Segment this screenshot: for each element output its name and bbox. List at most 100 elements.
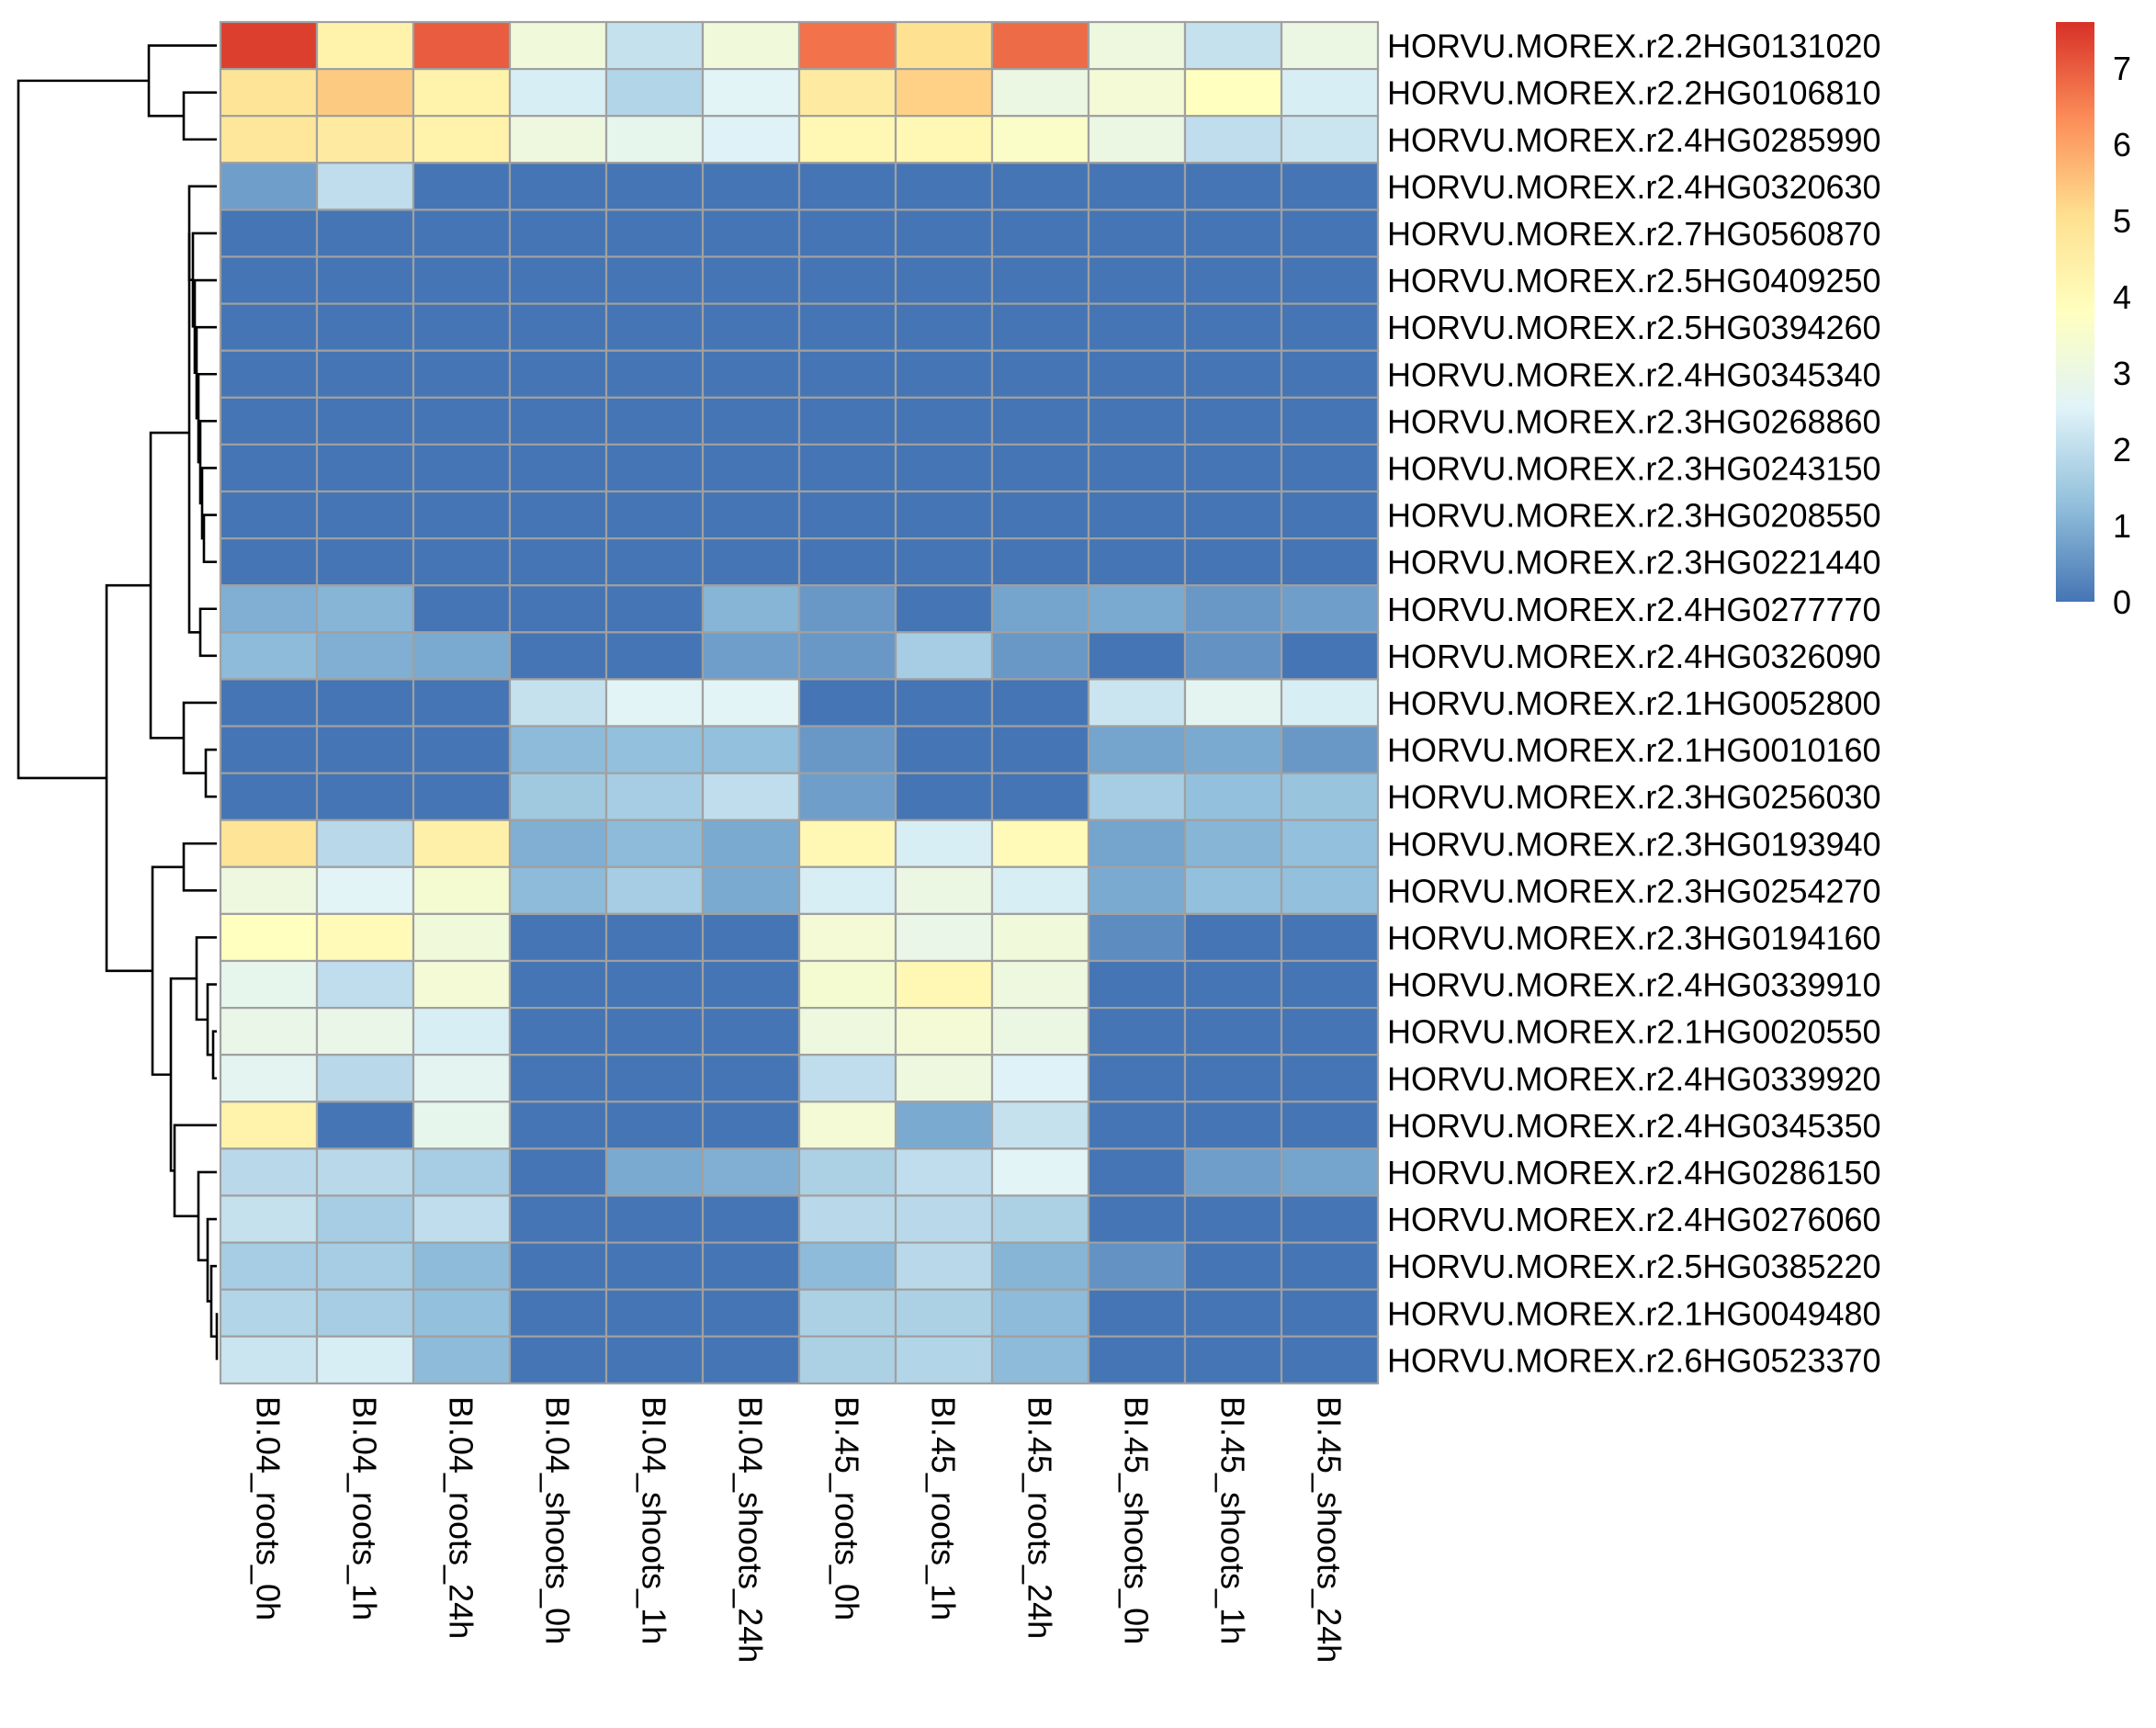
row-label: HORVU.MOREX.r2.1HG0010160: [1387, 731, 1881, 769]
heatmap-cell: [1280, 819, 1380, 868]
heatmap-cell: [1183, 725, 1283, 774]
heatmap-cell: [219, 396, 319, 446]
heatmap-cell: [412, 1335, 512, 1385]
heatmap-cell: [604, 1335, 705, 1385]
heatmap-cell: [990, 959, 1090, 1010]
heatmap-cell: [219, 1006, 319, 1056]
heatmap-cell: [508, 1335, 608, 1385]
heatmap-cell: [1183, 1054, 1283, 1103]
heatmap-cell: [219, 1241, 319, 1291]
heatmap-cell: [1280, 396, 1380, 446]
heatmap-cell: [797, 1101, 897, 1150]
heatmap-cell: [1280, 1194, 1380, 1244]
column-label: BI.45_shoots_24h: [1311, 1396, 1349, 1663]
heatmap-cell: [797, 1335, 897, 1385]
heatmap-cell: [701, 678, 801, 728]
heatmap-cell: [412, 912, 512, 963]
column-label: BI.04_shoots_0h: [539, 1396, 577, 1644]
heatmap-cell: [315, 1101, 415, 1150]
heatmap-cell: [701, 536, 801, 587]
heatmap-cell: [701, 349, 801, 399]
heatmap-cell: [797, 631, 897, 681]
heatmap-cell: [604, 819, 705, 868]
heatmap-cell: [1280, 443, 1380, 493]
heatmap-cell: [604, 1054, 705, 1103]
heatmap-cell: [1280, 631, 1380, 681]
heatmap-cell: [412, 349, 512, 399]
column-label: BI.45_roots_1h: [925, 1396, 963, 1621]
heatmap-cell: [1087, 20, 1187, 71]
heatmap-cell: [1087, 819, 1187, 868]
heatmap-cell: [990, 772, 1090, 821]
row-label: HORVU.MOREX.r2.4HG0339910: [1387, 966, 1881, 1004]
column-label: BI.04_roots_0h: [250, 1396, 288, 1621]
heatmap-cell: [894, 678, 994, 728]
heatmap-cell: [1280, 1054, 1380, 1103]
heatmap-cell: [315, 302, 415, 352]
legend-tick-label: 3: [2113, 355, 2131, 392]
row-label: HORVU.MOREX.r2.3HG0254270: [1387, 872, 1881, 909]
heatmap-cell: [219, 1101, 319, 1150]
heatmap-cell: [508, 1194, 608, 1244]
row-label: HORVU.MOREX.r2.4HG0277770: [1387, 591, 1881, 628]
heatmap-cell: [990, 20, 1090, 71]
row-label: HORVU.MOREX.r2.1HG0052800: [1387, 684, 1881, 722]
heatmap-cell: [315, 1288, 415, 1338]
heatmap-cell: [797, 1006, 897, 1056]
heatmap-cell: [604, 255, 705, 305]
row-label: HORVU.MOREX.r2.3HG0256030: [1387, 778, 1881, 816]
heatmap-cell: [894, 1241, 994, 1291]
heatmap-cell: [604, 1241, 705, 1291]
heatmap-cell: [797, 1054, 897, 1103]
column-label: BI.45_roots_0h: [829, 1396, 866, 1621]
heatmap-cell: [604, 959, 705, 1010]
heatmap-cell: [894, 115, 994, 164]
heatmap-cell: [701, 1288, 801, 1338]
heatmap-cell: [990, 1241, 1090, 1291]
heatmap-cell: [894, 865, 994, 915]
heatmap-cell: [797, 865, 897, 915]
column-label: BI.45_shoots_1h: [1214, 1396, 1252, 1644]
heatmap-cell: [604, 1101, 705, 1150]
heatmap-cell: [508, 1241, 608, 1291]
heatmap-cell: [219, 490, 319, 540]
heatmap-cell: [1183, 162, 1283, 211]
heatmap-cell: [219, 959, 319, 1010]
heatmap-cell: [219, 678, 319, 728]
heatmap-cell: [219, 1288, 319, 1338]
heatmap-cell: [797, 1288, 897, 1338]
heatmap-cell: [1087, 349, 1187, 399]
heatmap-cell: [412, 1288, 512, 1338]
heatmap-cell: [1183, 115, 1283, 164]
heatmap-cell: [219, 162, 319, 211]
heatmap-cell: [412, 959, 512, 1010]
heatmap-cell: [315, 255, 415, 305]
heatmap-cell: [315, 443, 415, 493]
heatmap-cell: [604, 1194, 705, 1244]
legend-color-bar: [2056, 22, 2094, 602]
heatmap-cell: [412, 536, 512, 587]
heatmap-cell: [508, 162, 608, 211]
heatmap-cell: [604, 678, 705, 728]
heatmap-cell: [508, 1147, 608, 1197]
heatmap-cell: [797, 490, 897, 540]
heatmap-cell: [508, 443, 608, 493]
heatmap-cell: [990, 209, 1090, 258]
heatmap-cell: [604, 912, 705, 963]
heatmap-cell: [1183, 443, 1283, 493]
column-label: BI.45_roots_24h: [1022, 1396, 1059, 1639]
heatmap-cell: [1280, 865, 1380, 915]
heatmap-cell: [1087, 772, 1187, 821]
heatmap-cell: [1280, 1241, 1380, 1291]
heatmap-cell: [894, 1194, 994, 1244]
heatmap-cell: [1280, 536, 1380, 587]
heatmap-cell: [894, 302, 994, 352]
row-label: HORVU.MOREX.r2.5HG0385220: [1387, 1248, 1881, 1285]
heatmap-cell: [219, 865, 319, 915]
heatmap-cell: [315, 209, 415, 258]
heatmap-cell: [508, 1288, 608, 1338]
heatmap-cell: [701, 67, 801, 118]
heatmap-cell: [604, 443, 705, 493]
heatmap-cell: [508, 536, 608, 587]
